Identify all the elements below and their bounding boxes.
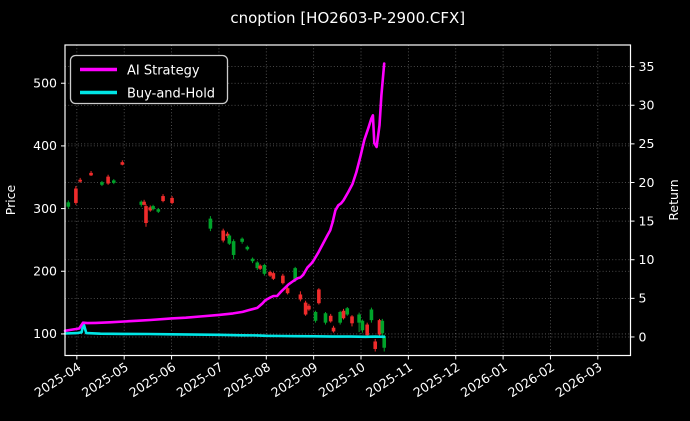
ai-strategy-line [63,62,386,333]
y-right-axis-label: Return [666,179,681,220]
candle-body [255,262,260,269]
candle-body [317,289,321,304]
candle-body [338,312,342,323]
y-right-tick-label: 5 [639,291,647,306]
candle-body [298,294,303,300]
candle-body [78,179,82,182]
legend-label-buy-and-hold: Buy-and-Hold [127,87,215,102]
y-right-tick-label: 15 [639,213,655,228]
candle-body [66,202,71,207]
candle-body [148,207,153,211]
y-left-tick-label: 500 [33,76,57,91]
candle-body [151,206,155,210]
candle-body [271,273,276,279]
candle-body [323,313,328,323]
legend: AI Strategy Buy-and-Hold [69,54,229,105]
candle-body [231,241,236,255]
candle-body [144,206,148,224]
y-right-tick-label: 0 [639,329,647,344]
candle-body [240,238,244,242]
candle-body [208,218,213,229]
candle-body [225,233,230,237]
candle-body [350,316,354,324]
candle-body [328,315,333,322]
y-right-tick-label: 30 [639,98,655,113]
candle-body [377,320,382,335]
y-right-tick-label: 35 [639,59,655,74]
candle-body [357,314,361,323]
candle-body [156,209,161,212]
y-right-tick-label: 25 [639,136,655,151]
candle-body [268,271,272,276]
candle-body [89,172,93,176]
candle-body [245,246,250,250]
y-left-tick-label: 300 [33,201,57,216]
grid-layer [65,45,631,356]
candle-body [250,258,255,262]
candles-layer [66,160,387,352]
candle-body [303,302,308,315]
candle-body [380,320,385,334]
y-left-tick-label: 400 [33,138,57,153]
candle-body [262,264,267,274]
candle-body [331,327,336,332]
candle-body [74,188,78,203]
candle-body [313,312,318,321]
candle-body [382,336,387,348]
plot-border [64,44,632,357]
candle-body [369,309,374,321]
candle-body [365,324,369,336]
candle-body [285,288,290,294]
candle-body [293,268,297,281]
y-left-axis-label: Price [3,184,18,215]
candle-body [142,201,146,205]
candle-body [120,162,125,165]
candle-body [341,310,346,319]
chart-title: cnoption [HO2603-P-2900.CFX] [230,9,465,27]
y-right-tick-label: 20 [639,175,655,190]
candle-body [161,196,165,202]
candle-body [227,235,232,244]
candle-body [139,201,144,205]
candle-body [106,176,110,184]
y-left-tick-label: 100 [33,326,57,341]
y-left-tick-label: 200 [33,264,57,279]
candle-body [345,308,350,315]
buy-and-hold-line [63,322,386,339]
candle-body [170,197,174,203]
series-layer [63,62,386,339]
candle-body [373,341,378,349]
candle-body [281,275,285,284]
candle-body [100,182,104,185]
candle-body [307,305,311,310]
candle-body [111,180,116,183]
candle-body [360,320,365,331]
legend-label-ai-strategy: AI Strategy [127,64,200,79]
y-right-tick-label: 10 [639,252,655,267]
candle-body [221,230,225,241]
candle-body [258,265,262,269]
